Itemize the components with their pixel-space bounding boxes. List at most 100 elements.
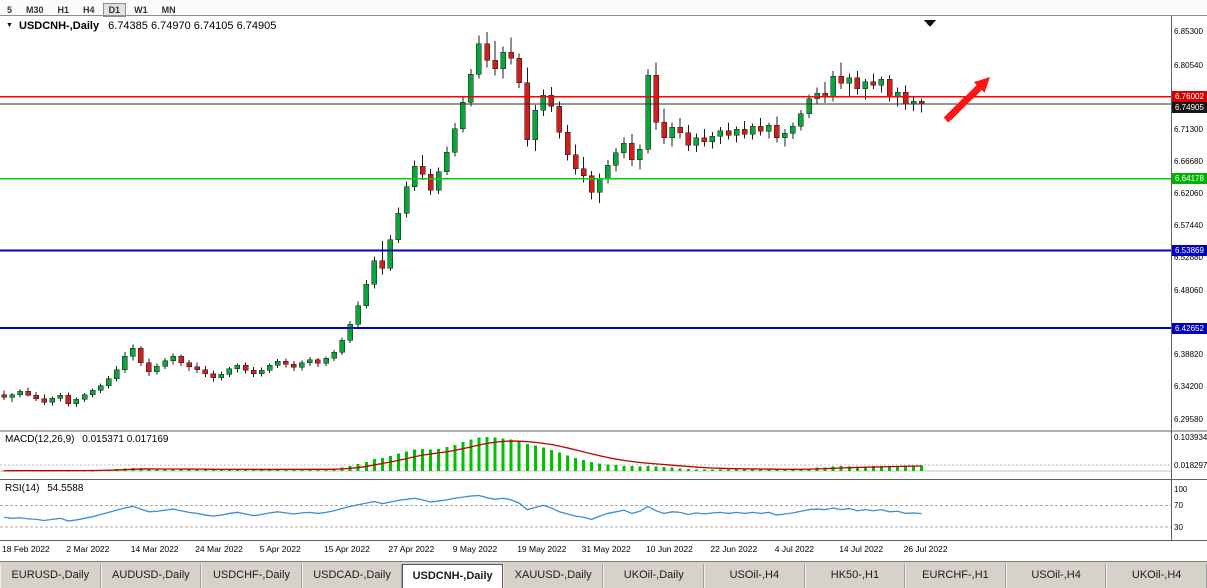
candle-body — [97, 385, 104, 391]
macd-histogram-bar — [437, 448, 441, 471]
arrow-annotation-shaft[interactable] — [943, 84, 982, 123]
candle-body — [363, 283, 369, 306]
candle-body — [540, 94, 547, 111]
macd-histogram-bar — [855, 466, 859, 471]
tab-usoil-h4[interactable]: USOil-,H4 — [1005, 564, 1107, 588]
macd-histogram-bar — [227, 469, 231, 471]
timeframe-toolbar: 5 M30 H1 H4 D1 W1 MN — [0, 0, 1207, 17]
candle-body — [476, 43, 482, 75]
macd-histogram-bar — [469, 439, 473, 471]
candle-body — [564, 131, 571, 156]
tab-usdcad-daily[interactable]: USDCAD-,Daily — [301, 564, 403, 588]
candle-body — [452, 128, 458, 153]
macd-histogram-bar — [871, 466, 875, 471]
candle-body — [419, 165, 426, 175]
price-axis-tick: 6.34200 — [1174, 382, 1203, 392]
date-axis-label: 15 Apr 2022 — [324, 544, 370, 554]
tab-xauusd-daily[interactable]: XAUUSD-,Daily — [502, 564, 604, 588]
macd-name: MACD(12,26,9) — [5, 434, 75, 445]
candle-body — [347, 324, 353, 341]
timeframe-button-w1[interactable]: W1 — [134, 5, 148, 15]
macd-histogram-bar — [606, 464, 610, 471]
tab-usoil-h4[interactable]: USOil-,H4 — [704, 564, 805, 588]
macd-histogram-bar — [388, 455, 392, 471]
candle-body — [105, 378, 112, 386]
candle-body — [355, 305, 361, 325]
arrow-annotation-head[interactable] — [974, 77, 990, 93]
timeframe-button-mn[interactable]: MN — [161, 5, 176, 15]
timeframe-button-h1[interactable]: H1 — [57, 5, 70, 15]
date-axis-label: 4 Jul 2022 — [774, 544, 815, 554]
candle-body — [411, 165, 418, 188]
macd-histogram-bar — [2, 470, 6, 472]
macd-histogram-bar — [847, 466, 851, 471]
timeframe-button-5[interactable]: 5 — [7, 5, 13, 15]
chart-dropdown-icon[interactable]: ▼ — [6, 22, 13, 29]
price-tag-6.42652: 6.42652 — [1172, 322, 1207, 334]
tab-audusd-daily[interactable]: AUDUSD-,Daily — [100, 564, 202, 588]
price-tag-6.76002: 6.76002 — [1172, 91, 1207, 103]
candle-body — [162, 360, 168, 367]
macd-histogram-bar — [702, 469, 706, 471]
candle-body — [717, 130, 724, 137]
candle-body — [274, 360, 281, 366]
macd-histogram-bar — [445, 447, 449, 471]
candle-body — [741, 128, 748, 135]
macd-histogram-bar — [622, 465, 626, 471]
timeframe-button-h4[interactable]: H4 — [83, 5, 95, 15]
candle-body — [387, 239, 394, 269]
tab-usdcnh-daily[interactable]: USDCNH-,Daily — [402, 564, 503, 588]
candle-body — [709, 135, 716, 142]
macd-histogram-bar — [678, 468, 682, 471]
date-axis-label: 9 May 2022 — [452, 544, 498, 554]
candle-body — [154, 365, 160, 372]
date-axis-label: 22 Jun 2022 — [710, 544, 758, 554]
candle-body — [484, 43, 490, 61]
candle-body — [315, 359, 321, 364]
macd-histogram-bar — [284, 469, 288, 471]
candle-body — [806, 98, 812, 115]
tab-eurchf-h1[interactable]: EURCHF-,H1 — [905, 564, 1006, 588]
candle-body — [774, 124, 780, 138]
chart-symbol-label: USDCNH-,Daily — [19, 20, 100, 32]
candle-body — [572, 154, 579, 170]
candle-body — [307, 359, 313, 363]
rsi-indicator-label: RSI(14) 54.5588 — [5, 483, 83, 494]
candle-body — [323, 358, 329, 364]
candle-body — [532, 110, 539, 140]
candle-body — [41, 398, 47, 403]
macd-values: 0.015371 0.017169 — [82, 434, 169, 445]
macd-histogram-bar — [268, 469, 272, 471]
macd-histogram-bar — [791, 469, 795, 471]
candle-body — [757, 126, 764, 132]
candle-body — [395, 213, 402, 240]
rsi-axis-tick: 30 — [1174, 522, 1183, 532]
tab-hk50-h1[interactable]: HK50-,H1 — [804, 564, 906, 588]
macd-histogram-bar — [710, 469, 714, 471]
date-axis-label: 26 Jul 2022 — [903, 544, 948, 554]
macd-histogram-bar — [292, 469, 296, 471]
macd-histogram-bar — [767, 469, 771, 471]
chart-shift-marker-icon[interactable] — [924, 20, 936, 27]
candle-body — [637, 149, 643, 161]
macd-histogram-bar — [662, 467, 666, 471]
tab-usdchf-daily[interactable]: USDCHF-,Daily — [201, 564, 302, 588]
candle-body — [846, 77, 852, 84]
price-tag-6.53869: 6.53869 — [1172, 244, 1207, 256]
tab-ukoil-h4[interactable]: UKOil-,H4 — [1106, 564, 1207, 588]
candle-body — [291, 363, 297, 368]
tab-ukoil-daily[interactable]: UKOil-,Daily — [603, 564, 705, 588]
macd-histogram-bar — [413, 449, 417, 471]
tab-eurusd-daily[interactable]: EURUSD-,Daily — [0, 564, 101, 588]
timeframe-button-d1[interactable]: D1 — [102, 3, 127, 17]
price-axis-tick: 6.85300 — [1174, 27, 1203, 37]
macd-histogram-bar — [751, 469, 755, 471]
candle-body — [81, 394, 88, 400]
timeframe-button-m30[interactable]: M30 — [26, 5, 44, 15]
macd-histogram-bar — [590, 462, 594, 471]
price-axis-tick: 6.80540 — [1174, 60, 1203, 70]
rsi-value: 54.5588 — [47, 483, 84, 494]
macd-histogram-bar — [300, 469, 304, 471]
macd-histogram-bar — [163, 469, 167, 471]
price-axis-tick: 6.29580 — [1174, 414, 1203, 424]
